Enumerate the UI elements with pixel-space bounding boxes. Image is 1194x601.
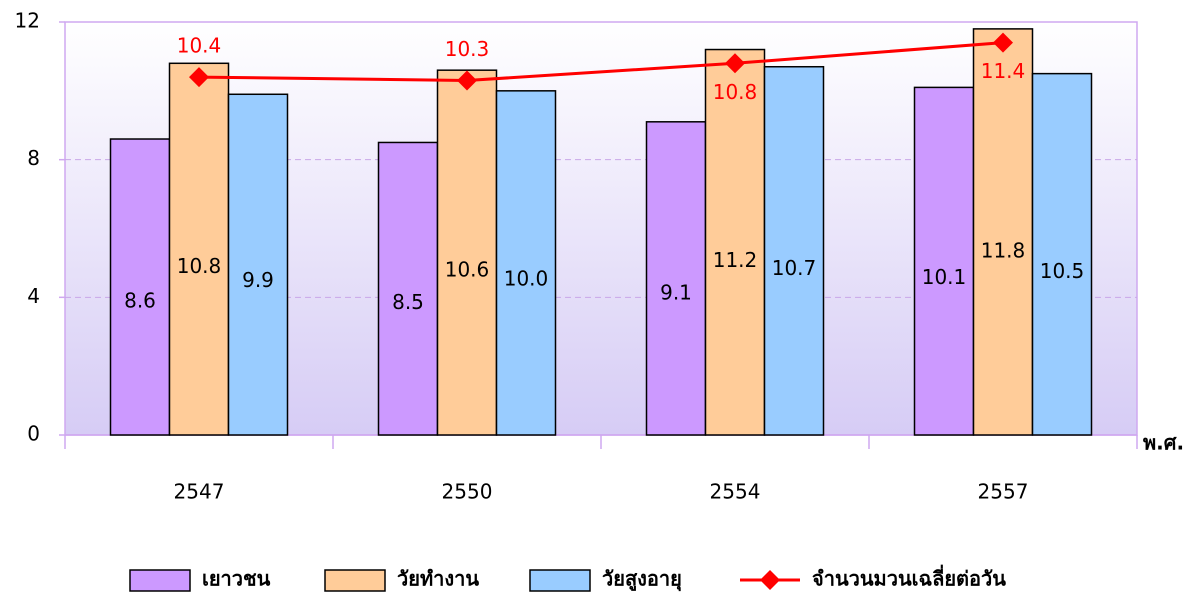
data-label: 10.7 [772, 256, 817, 280]
line-label: 10.4 [177, 34, 222, 58]
legend-swatch [129, 569, 191, 592]
data-label: 9.1 [660, 281, 692, 305]
bar [495, 90, 557, 436]
bar [436, 69, 498, 436]
legend-label: จำนวนมวนเฉลี่ยต่อวัน [812, 564, 1006, 591]
data-label: 10.0 [504, 267, 549, 291]
bar [913, 86, 975, 436]
legend-swatch [324, 569, 386, 592]
legend-marker [760, 570, 780, 590]
bar [645, 121, 707, 436]
line-marker [725, 53, 745, 74]
x-tick-label: 2557 [978, 480, 1029, 504]
x-tick-label: 2550 [442, 480, 493, 504]
bar [972, 28, 1034, 436]
line-marker [993, 32, 1013, 53]
line-label: 11.4 [981, 59, 1026, 83]
data-label: 10.6 [445, 257, 490, 281]
bar [227, 93, 289, 436]
bar [109, 138, 171, 436]
line [198, 41, 1004, 83]
y-tick-label: 0 [27, 422, 40, 446]
data-label: 10.5 [1040, 259, 1085, 283]
bar [763, 65, 825, 436]
data-label: 9.9 [242, 268, 274, 292]
data-label: 8.6 [124, 288, 156, 312]
data-label: 8.5 [392, 290, 424, 314]
bar [1031, 72, 1093, 436]
legend-swatch [529, 569, 591, 592]
line-label: 10.8 [713, 80, 758, 104]
line-marker [189, 67, 209, 88]
data-label: 10.8 [177, 254, 222, 278]
legend-label: วัยสูงอายุ [602, 567, 682, 593]
y-tick-label: 8 [27, 146, 40, 170]
legend-label: เยาวชน [202, 567, 271, 591]
data-label: 11.8 [981, 239, 1026, 263]
line-marker [457, 70, 477, 91]
y-tick-label: 12 [15, 9, 40, 33]
line-label: 10.3 [445, 37, 490, 61]
x-tick-label: 2547 [174, 480, 225, 504]
data-label: 10.1 [922, 265, 967, 289]
y-tick-label: 4 [27, 284, 40, 308]
x-tick-label: 2554 [710, 480, 761, 504]
legend-label: วัยทำงาน [397, 567, 479, 591]
bar [704, 48, 766, 436]
x-axis-label: พ.ศ. [1143, 431, 1184, 455]
data-label: 11.2 [713, 248, 758, 272]
bar [377, 141, 439, 436]
bar [168, 62, 230, 436]
